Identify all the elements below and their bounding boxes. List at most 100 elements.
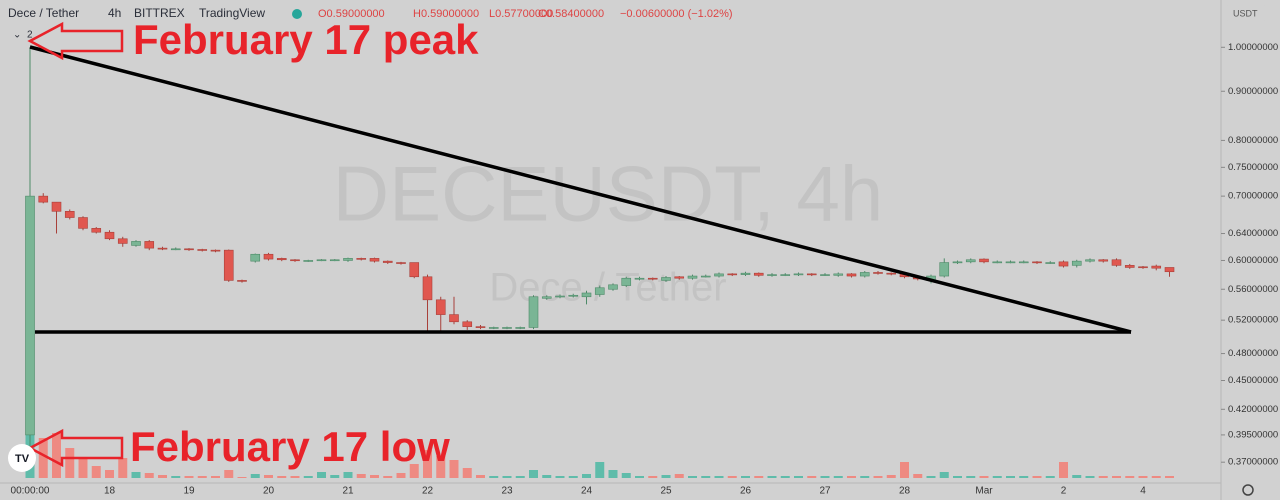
candle-body — [515, 327, 526, 329]
volume-bar — [476, 475, 485, 478]
volume-bar — [966, 476, 976, 478]
volume-bar — [648, 476, 658, 478]
candle-body — [184, 248, 194, 251]
volume-bar — [674, 474, 684, 478]
logo-mark[interactable]: TV — [15, 453, 30, 465]
candle-body — [462, 321, 473, 327]
candle-body — [820, 274, 830, 276]
candle-body — [250, 253, 261, 262]
watermark-name: Dece / Tether — [489, 266, 726, 310]
currency-button[interactable] — [1226, 5, 1266, 21]
volume-bar — [1045, 476, 1055, 478]
candle-body — [263, 253, 274, 260]
volume-bar — [688, 476, 697, 478]
candle-body — [290, 259, 300, 262]
candle-body — [634, 277, 645, 280]
x-tick-label: 28 — [899, 486, 911, 497]
volume-bar — [1165, 476, 1174, 478]
volume-bar — [555, 476, 565, 478]
volume-bar — [423, 450, 432, 478]
volume-bar — [820, 476, 830, 478]
x-tick-label: 2 — [1061, 486, 1067, 497]
candle-body — [952, 261, 963, 264]
volume-bar — [1032, 476, 1042, 478]
x-tick-label: 18 — [104, 486, 116, 497]
candle-body — [740, 272, 751, 275]
collapse-toggle[interactable]: ⌄ — [13, 30, 21, 41]
candle-body — [475, 326, 486, 328]
volume-bar — [582, 474, 591, 478]
volume-bar — [462, 468, 472, 478]
volume-bar — [436, 456, 446, 478]
logo-circle[interactable] — [8, 444, 36, 472]
candle-body — [1138, 266, 1148, 269]
tv-logo[interactable]: TV — [8, 444, 36, 472]
volume-bar — [118, 458, 128, 478]
volume-bar — [992, 476, 1002, 478]
volume-bar — [38, 438, 48, 478]
volume-bar — [237, 477, 247, 478]
candle-body — [793, 273, 804, 276]
candle-body — [965, 259, 976, 263]
candle-body — [1111, 259, 1122, 266]
candle-body — [1098, 259, 1109, 262]
y-tick-label: 0.70000000 — [1228, 191, 1278, 202]
volume-bar — [1151, 476, 1161, 478]
candle-body — [25, 195, 35, 436]
exchange: BITTREX — [134, 6, 185, 20]
candle-body — [1164, 267, 1175, 273]
candle-body — [806, 273, 817, 276]
status-dot — [292, 9, 302, 19]
y-tick-label: 0.56000000 — [1228, 284, 1278, 295]
volume-bar — [900, 462, 909, 478]
y-tick-label: 0.42000000 — [1228, 404, 1278, 415]
candle-body — [700, 275, 711, 278]
volume-bar — [794, 476, 803, 478]
candle-body — [409, 262, 420, 278]
low-arrow — [27, 428, 124, 468]
candle-body — [144, 241, 155, 249]
candle-body — [422, 276, 433, 301]
currency[interactable]: USDT — [1233, 8, 1258, 18]
x-tick-label: 21 — [342, 486, 354, 497]
candle-body — [210, 249, 221, 252]
volume-bar — [211, 476, 220, 478]
candle-body — [873, 272, 883, 274]
candle-body — [435, 299, 446, 315]
candle-body — [329, 259, 340, 262]
candle-body — [38, 195, 49, 203]
settings-icon[interactable] — [1242, 484, 1254, 496]
volume-bar — [1059, 462, 1068, 478]
candle-body — [621, 277, 632, 286]
candle-body — [157, 247, 168, 250]
volume-bar — [515, 476, 525, 478]
y-tick-label: 0.64000000 — [1228, 228, 1278, 239]
volume-bar — [396, 473, 406, 478]
volume-bar — [409, 464, 419, 478]
indicator-count[interactable]: 2 — [27, 30, 33, 41]
candle-body — [104, 231, 115, 240]
x-tick-label: 24 — [581, 486, 593, 497]
candle-body — [555, 295, 565, 298]
x-tick-label: 19 — [183, 486, 195, 497]
candle-body — [767, 274, 777, 276]
volume-bar — [529, 470, 538, 478]
volume-bar — [131, 472, 141, 478]
ohlc-low: L0.57700000 — [489, 8, 553, 20]
x-tick-label: Mar — [975, 486, 993, 497]
volume-bar — [913, 474, 923, 478]
candle-body — [1085, 259, 1095, 262]
volume-bar — [78, 458, 88, 478]
volume-bar — [979, 476, 989, 478]
volume-bar — [754, 476, 764, 478]
candle-body — [859, 272, 870, 277]
ohlc-high: H0.59000000 — [413, 8, 479, 20]
volume-bar — [926, 476, 936, 478]
volume-bar — [939, 472, 949, 478]
volume-bar — [330, 475, 340, 478]
y-tick-label: 0.39500000 — [1228, 429, 1278, 440]
volume-bar — [847, 476, 856, 478]
volume-bar — [1112, 476, 1121, 478]
x-tick-label: 27 — [819, 486, 831, 497]
